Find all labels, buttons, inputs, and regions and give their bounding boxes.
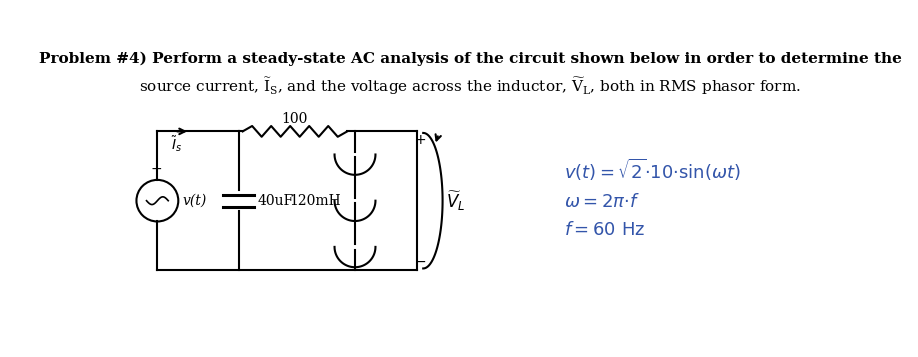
Text: +: +: [150, 162, 162, 176]
Text: 40uF: 40uF: [257, 194, 294, 208]
Text: $v(t)=\sqrt{2}{\cdot}10{\cdot}\sin(\omega t)$: $v(t)=\sqrt{2}{\cdot}10{\cdot}\sin(\omeg…: [565, 157, 741, 183]
Text: v(t): v(t): [182, 194, 207, 208]
Text: $f{=}60\ \mathrm{Hz}$: $f{=}60\ \mathrm{Hz}$: [565, 221, 645, 240]
Text: −: −: [414, 255, 426, 268]
Text: source current, $\mathregular{\widetilde{I}}_{\mathregular{S}}$, and the voltage: source current, $\mathregular{\widetilde…: [140, 75, 801, 97]
Text: $\omega{=}2\pi{\cdot}f$: $\omega{=}2\pi{\cdot}f$: [565, 193, 640, 211]
Text: 100: 100: [282, 112, 308, 126]
Text: +: +: [414, 133, 426, 147]
Text: $\widetilde{V}_L$: $\widetilde{V}_L$: [446, 189, 465, 212]
Text: $\widetilde{I}_s$: $\widetilde{I}_s$: [172, 134, 183, 154]
Text: Problem #4) Perform a steady-state AC analysis of the circuit shown below in ord: Problem #4) Perform a steady-state AC an…: [39, 52, 901, 66]
Text: 120mH: 120mH: [289, 194, 341, 208]
